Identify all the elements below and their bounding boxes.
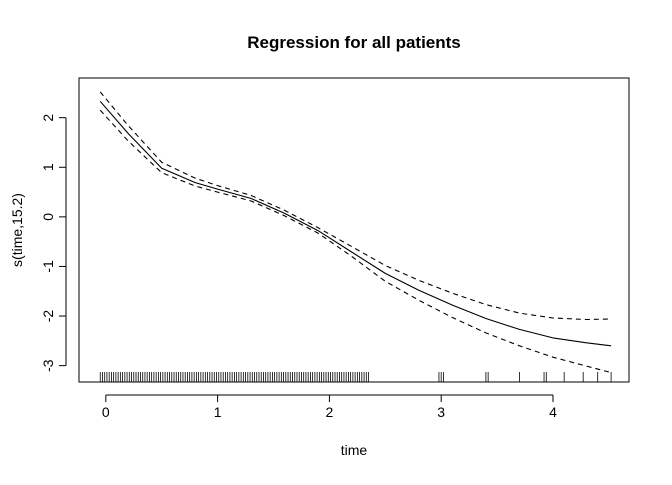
rug-marks [99, 372, 612, 382]
x-tick-label: 1 [214, 404, 222, 420]
x-axis: 0 1 2 3 4 [102, 394, 557, 420]
plot-frame [78, 77, 630, 383]
y-tick-label: 0 [40, 213, 56, 221]
x-axis-label: time [341, 442, 368, 458]
series-lines [99, 91, 612, 374]
y-tick-label: 1 [40, 163, 56, 171]
x-tick-label: 3 [437, 404, 445, 420]
estimate-line [99, 100, 612, 347]
y-tick-label: 2 [40, 114, 56, 122]
x-tick-label: 2 [326, 404, 334, 420]
chart-title: Regression for all patients [247, 33, 461, 52]
y-axis-label: s(time,15.2) [9, 193, 25, 267]
x-tick-label: 0 [102, 404, 110, 420]
upper-band-line [99, 91, 612, 321]
y-tick-label: -1 [40, 260, 56, 273]
lower-band-line [99, 109, 612, 374]
x-tick-label: 4 [549, 404, 557, 420]
y-tick-label: -2 [40, 310, 56, 323]
y-axis: -3 -2 -1 0 1 2 [40, 114, 67, 372]
y-tick-label: -3 [40, 359, 56, 372]
